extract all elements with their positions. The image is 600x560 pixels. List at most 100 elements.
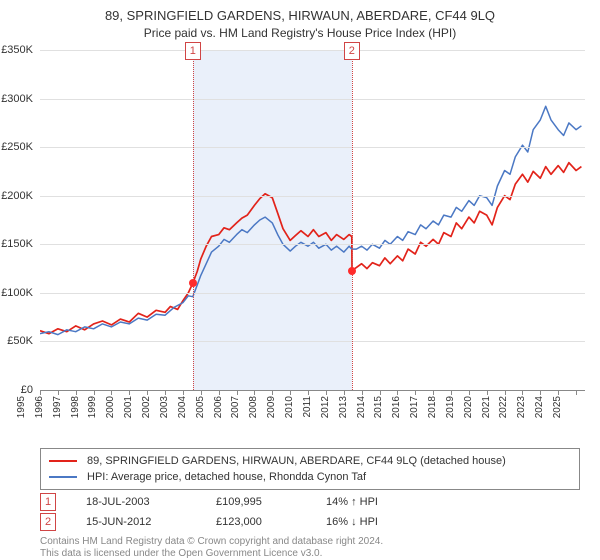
chart-title-line1: 89, SPRINGFIELD GARDENS, HIRWAUN, ABERDA… [0,8,600,23]
x-axis-label: 2024 [534,396,545,426]
chart-title-line2: Price paid vs. HM Land Registry's House … [0,26,600,40]
x-tick [76,390,77,395]
y-axis-label: £250K [0,141,33,153]
x-tick [469,390,470,395]
y-gridline [40,341,585,342]
y-axis-label: £0 [0,384,33,396]
x-tick [540,390,541,395]
x-axis-label: 2006 [213,396,224,426]
x-tick [94,390,95,395]
x-tick [505,390,506,395]
plot-area: £0£50K£100K£150K£200K£250K£300K£350K1995… [40,50,585,391]
series-line-subject [40,163,581,334]
y-axis-label: £150K [0,238,33,250]
y-gridline [40,244,585,245]
x-tick [201,390,202,395]
x-axis-label: 2003 [159,396,170,426]
x-tick [558,390,559,395]
legend-row: 89, SPRINGFIELD GARDENS, HIRWAUN, ABERDA… [49,453,571,469]
x-axis-label: 1996 [34,396,45,426]
legend-swatch [49,460,77,462]
x-axis-label: 2011 [302,396,313,426]
x-axis-label: 2000 [105,396,116,426]
y-axis-label: £100K [0,287,33,299]
event-marker-dot [189,279,197,287]
x-tick [415,390,416,395]
y-gridline [40,147,585,148]
x-tick [344,390,345,395]
x-tick [58,390,59,395]
x-axis-label: 2007 [230,396,241,426]
y-axis-label: £50K [0,335,33,347]
x-axis-label: 2025 [552,396,563,426]
data-point-row: 2 15-JUN-2012£123,00016% ↓ HPI [40,512,580,532]
x-axis-label: 2008 [248,396,259,426]
x-tick [111,390,112,395]
x-tick [451,390,452,395]
x-axis-label: 2001 [123,396,134,426]
x-tick [397,390,398,395]
y-gridline [40,196,585,197]
event-marker-line [193,50,194,390]
x-axis-label: 2012 [320,396,331,426]
data-point-delta: 14% ↑ HPI [326,496,476,508]
y-gridline [40,293,585,294]
y-gridline [40,99,585,100]
x-tick [237,390,238,395]
x-axis-label: 2021 [481,396,492,426]
x-axis-label: 2004 [177,396,188,426]
x-axis-label: 2020 [463,396,474,426]
x-tick [308,390,309,395]
x-tick [219,390,220,395]
data-point-date: 18-JUL-2003 [86,496,216,508]
data-point-row: 1 18-JUL-2003£109,99514% ↑ HPI [40,492,580,512]
data-point-price: £109,995 [216,496,326,508]
x-axis-label: 2005 [195,396,206,426]
event-marker-dot [348,267,356,275]
x-axis-label: 2009 [266,396,277,426]
data-point-marker: 1 [40,493,56,511]
x-axis-label: 2018 [427,396,438,426]
x-axis-label: 2013 [338,396,349,426]
x-tick [183,390,184,395]
price-chart: £0£50K£100K£150K£200K£250K£300K£350K1995… [40,50,585,410]
series-line-hpi [40,106,581,334]
x-tick [487,390,488,395]
x-axis-label: 1995 [16,396,27,426]
x-axis-label: 2015 [373,396,384,426]
x-axis-label: 2016 [391,396,402,426]
data-points-table: 1 18-JUL-2003£109,99514% ↑ HPI 2 15-JUN-201… [40,492,580,532]
x-tick [522,390,523,395]
x-axis-label: 2017 [409,396,420,426]
data-point-price: £123,000 [216,516,326,528]
y-axis-label: £200K [0,190,33,202]
x-tick [362,390,363,395]
x-tick [129,390,130,395]
x-axis-label: 2022 [498,396,509,426]
y-axis-label: £300K [0,93,33,105]
x-axis-label: 2002 [141,396,152,426]
footer-attribution: Contains HM Land Registry data © Crown c… [40,536,383,559]
x-axis-label: 2019 [445,396,456,426]
footer-line2: This data is licensed under the Open Gov… [40,548,383,560]
data-point-delta: 16% ↓ HPI [326,516,476,528]
chart-svg [40,50,585,390]
x-tick [272,390,273,395]
legend-label: HPI: Average price, detached house, Rhon… [87,471,366,483]
y-axis-label: £350K [0,44,33,56]
x-tick [326,390,327,395]
legend-swatch [49,476,77,478]
data-point-date: 15-JUN-2012 [86,516,216,528]
x-tick [254,390,255,395]
event-marker-box: 2 [344,42,360,60]
data-point-marker: 2 [40,513,56,531]
x-tick [380,390,381,395]
x-tick [165,390,166,395]
y-gridline [40,50,585,51]
legend: 89, SPRINGFIELD GARDENS, HIRWAUN, ABERDA… [40,448,580,490]
x-tick [147,390,148,395]
event-marker-box: 1 [185,42,201,60]
x-axis-label: 1997 [52,396,63,426]
legend-row: HPI: Average price, detached house, Rhon… [49,469,571,485]
x-tick [40,390,41,395]
